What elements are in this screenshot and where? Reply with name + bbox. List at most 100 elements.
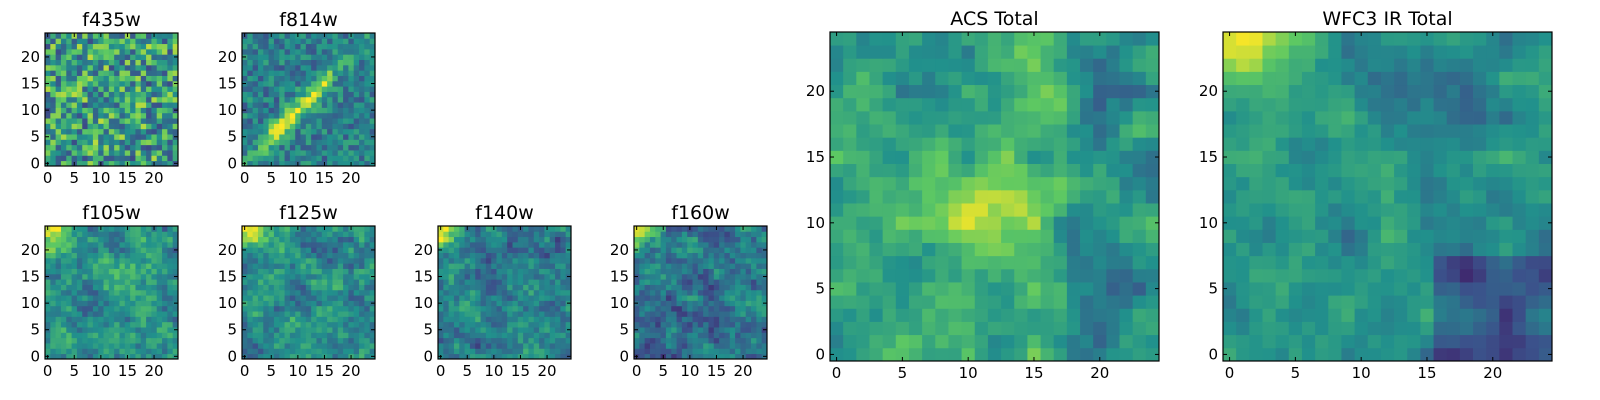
heatmap-cell (1394, 321, 1408, 336)
heatmap-cell (528, 289, 535, 296)
heatmap-cell (681, 337, 688, 344)
heatmap-cell (1538, 255, 1553, 270)
heatmap-cell (1249, 176, 1263, 191)
y-tick-label: 20 (806, 82, 825, 100)
heatmap-cell (273, 289, 280, 296)
heatmap-cell (321, 343, 328, 349)
heatmap-cell (974, 32, 989, 46)
heatmap-cell (1014, 58, 1028, 72)
heatmap-cell (327, 139, 333, 146)
heatmap-cell (130, 257, 136, 264)
heatmap-cell (459, 353, 465, 360)
heatmap-cell (882, 163, 897, 178)
heatmap-cell (66, 263, 72, 269)
heatmap-cell (156, 252, 163, 259)
heatmap-cell (162, 38, 168, 45)
heatmap-cell (459, 316, 465, 323)
heatmap-cell (1040, 71, 1055, 86)
heatmap-cell (98, 43, 104, 50)
heatmap-cell (649, 311, 656, 317)
heatmap-cell (751, 268, 757, 275)
heatmap-cell (252, 86, 259, 92)
heatmap-cell (146, 118, 152, 124)
heatmap-cell (719, 231, 725, 238)
heatmap-cell (560, 332, 567, 339)
heatmap-cell (843, 321, 857, 336)
heatmap-cell (257, 252, 264, 259)
heatmap-cell (1014, 32, 1028, 46)
heatmap-cell (289, 150, 296, 156)
heatmap-cell (1014, 176, 1028, 191)
heatmap-cell (311, 139, 317, 146)
heatmap-cell (512, 311, 519, 317)
heatmap-cell (252, 279, 259, 285)
heatmap-cell (1538, 242, 1553, 257)
heatmap-cell (108, 268, 115, 275)
heatmap-cell (644, 231, 651, 238)
heatmap-cell (108, 289, 115, 296)
heatmap-cell (98, 300, 104, 307)
heatmap-cell (337, 48, 344, 55)
heatmap-cell (1446, 334, 1461, 349)
heatmap-cell (343, 102, 349, 108)
heatmap-cell (114, 332, 120, 339)
heatmap-cell (337, 75, 344, 82)
heatmap-cell (480, 289, 487, 296)
heatmap-cell (544, 257, 551, 264)
heatmap-cell (295, 327, 301, 333)
y-tick-label: 20 (610, 241, 629, 259)
heatmap-cell (974, 295, 989, 309)
heatmap-cell (321, 144, 328, 151)
heatmap-cell (830, 58, 844, 72)
heatmap-cell (565, 316, 572, 323)
heatmap-cell (45, 150, 51, 156)
x-tick-label: 15 (511, 362, 530, 380)
heatmap-cell (247, 236, 254, 243)
heatmap-cell (156, 305, 163, 312)
heatmap-cell (856, 229, 870, 243)
heatmap-cell (1014, 308, 1028, 322)
heatmap-cell (284, 295, 291, 301)
heatmap-cell (974, 203, 989, 217)
heatmap-cell (1106, 203, 1120, 217)
heatmap-cell (523, 327, 529, 333)
heatmap-cell (252, 295, 259, 301)
heatmap-cell (533, 257, 540, 264)
heatmap-cell (82, 128, 88, 135)
heatmap-cell (882, 308, 897, 322)
heatmap-cell (289, 48, 296, 55)
heatmap-cell (961, 176, 976, 191)
heatmap-cell (252, 263, 259, 269)
heatmap-cell (922, 242, 936, 257)
heatmap-cell (1262, 203, 1277, 217)
heatmap-cell (300, 257, 307, 264)
heatmap-cell (156, 343, 163, 349)
heatmap-cell (539, 236, 545, 243)
heatmap-cell (156, 353, 163, 360)
heatmap-cell (305, 247, 312, 253)
heatmap-cell (687, 263, 693, 269)
heatmap-cell (124, 102, 131, 108)
heatmap-cell (655, 252, 661, 259)
heatmap-cell (512, 353, 519, 360)
heatmap-cell (512, 316, 519, 323)
heatmap-cell (76, 279, 83, 285)
heatmap-cell (60, 54, 67, 60)
heatmap-cell (87, 86, 94, 92)
heatmap-cell (114, 279, 120, 285)
heatmap-cell (124, 139, 131, 146)
heatmap-cell (948, 268, 962, 283)
heatmap-cell (1380, 216, 1395, 230)
heatmap-cell (549, 353, 556, 360)
heatmap-cell (1106, 45, 1120, 59)
heatmap-cell (1407, 268, 1421, 283)
heatmap-cell (1093, 110, 1107, 125)
heatmap-cell (1014, 150, 1028, 164)
heatmap-cell (491, 305, 497, 312)
heatmap-cell (60, 59, 67, 66)
heatmap-cell (108, 273, 115, 280)
heatmap-cell (1275, 334, 1290, 349)
heatmap-cell (242, 268, 248, 275)
heatmap-cell (162, 150, 168, 156)
heatmap-cell (66, 112, 72, 119)
